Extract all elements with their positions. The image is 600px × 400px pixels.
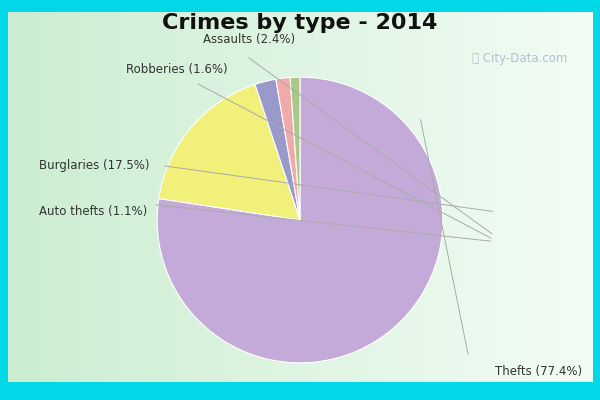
Wedge shape <box>159 84 300 220</box>
Wedge shape <box>255 79 300 220</box>
Text: Thefts (77.4%): Thefts (77.4%) <box>495 365 582 378</box>
Text: Crimes by type - 2014: Crimes by type - 2014 <box>163 13 437 33</box>
Text: ⓘ City-Data.com: ⓘ City-Data.com <box>472 52 567 65</box>
Text: Burglaries (17.5%): Burglaries (17.5%) <box>39 160 149 172</box>
Wedge shape <box>157 77 443 363</box>
Wedge shape <box>276 78 300 220</box>
Wedge shape <box>290 77 300 220</box>
Text: Robberies (1.6%): Robberies (1.6%) <box>126 63 227 76</box>
Text: Assaults (2.4%): Assaults (2.4%) <box>203 33 295 46</box>
Text: Auto thefts (1.1%): Auto thefts (1.1%) <box>39 206 147 218</box>
